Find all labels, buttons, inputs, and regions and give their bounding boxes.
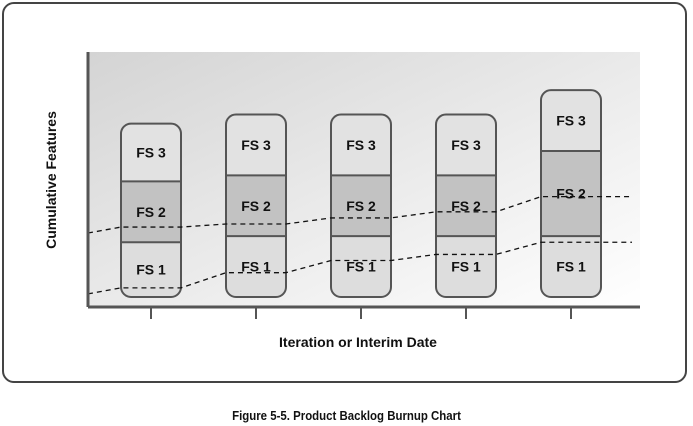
bar-segment-fs3-1: [121, 123, 181, 182]
bar-outline: [120, 122, 182, 298]
figure-caption: Figure 5-5. Product Backlog Burnup Chart: [232, 408, 461, 423]
bar-segment-fs2-4: [436, 175, 496, 237]
stack-bar-1: FS 1 FS 2 FS 3: [120, 122, 182, 298]
stack-bar-3: FS 1 FS 2 FS 3: [330, 113, 392, 298]
bar-segment-fs2-2: [226, 175, 286, 237]
bar-outline: [330, 113, 392, 298]
dashed-trend-line-1: [87, 241, 632, 295]
stack-bar-4: FS 1 FS 2 FS 3: [435, 113, 497, 298]
segment-label: FS 2: [451, 198, 481, 214]
stack-bar-5: FS 1 FS 2 FS 3: [540, 89, 602, 298]
segment-label: FS 1: [136, 262, 166, 278]
bar-segment-fs3-5: [541, 90, 601, 151]
bar-segment-fs1-3: [331, 236, 391, 297]
bar-segment-fs2-5: [541, 151, 601, 237]
bar-segment-fs1-5: [541, 236, 601, 297]
bar-segment-fs1-2: [226, 236, 286, 297]
bar-segment-fs2-1: [121, 181, 181, 243]
segment-label: FS 3: [451, 137, 481, 153]
segment-label: FS 3: [556, 113, 586, 129]
bar-segment-fs3-4: [436, 114, 496, 176]
segment-label: FS 1: [346, 259, 376, 275]
segment-label: FS 2: [346, 198, 376, 214]
bar-segment-fs1-4: [436, 236, 496, 297]
segment-label: FS 1: [451, 259, 481, 275]
bar-outline: [225, 113, 287, 298]
bar-segment-fs2-3: [331, 175, 391, 237]
segment-label: FS 2: [136, 204, 166, 220]
stack-bar-2: FS 1 FS 2 FS 3: [225, 113, 287, 298]
y-axis-label: Cumulative Features: [43, 111, 59, 249]
bar-segment-fs3-3: [331, 114, 391, 176]
segment-label: FS 3: [136, 145, 166, 161]
bar-outline: [540, 89, 602, 298]
segment-label: FS 3: [346, 137, 376, 153]
segment-label: FS 1: [556, 259, 586, 275]
segment-label: FS 2: [241, 198, 271, 214]
bar-segment-fs3-2: [226, 114, 286, 176]
x-axis-label: Iteration or Interim Date: [279, 334, 437, 350]
segment-label: FS 3: [241, 137, 271, 153]
segment-label: FS 2: [556, 186, 586, 202]
bar-outline: [435, 113, 497, 298]
segment-label: FS 1: [241, 259, 271, 275]
dashed-trend-line-2: [87, 195, 632, 234]
